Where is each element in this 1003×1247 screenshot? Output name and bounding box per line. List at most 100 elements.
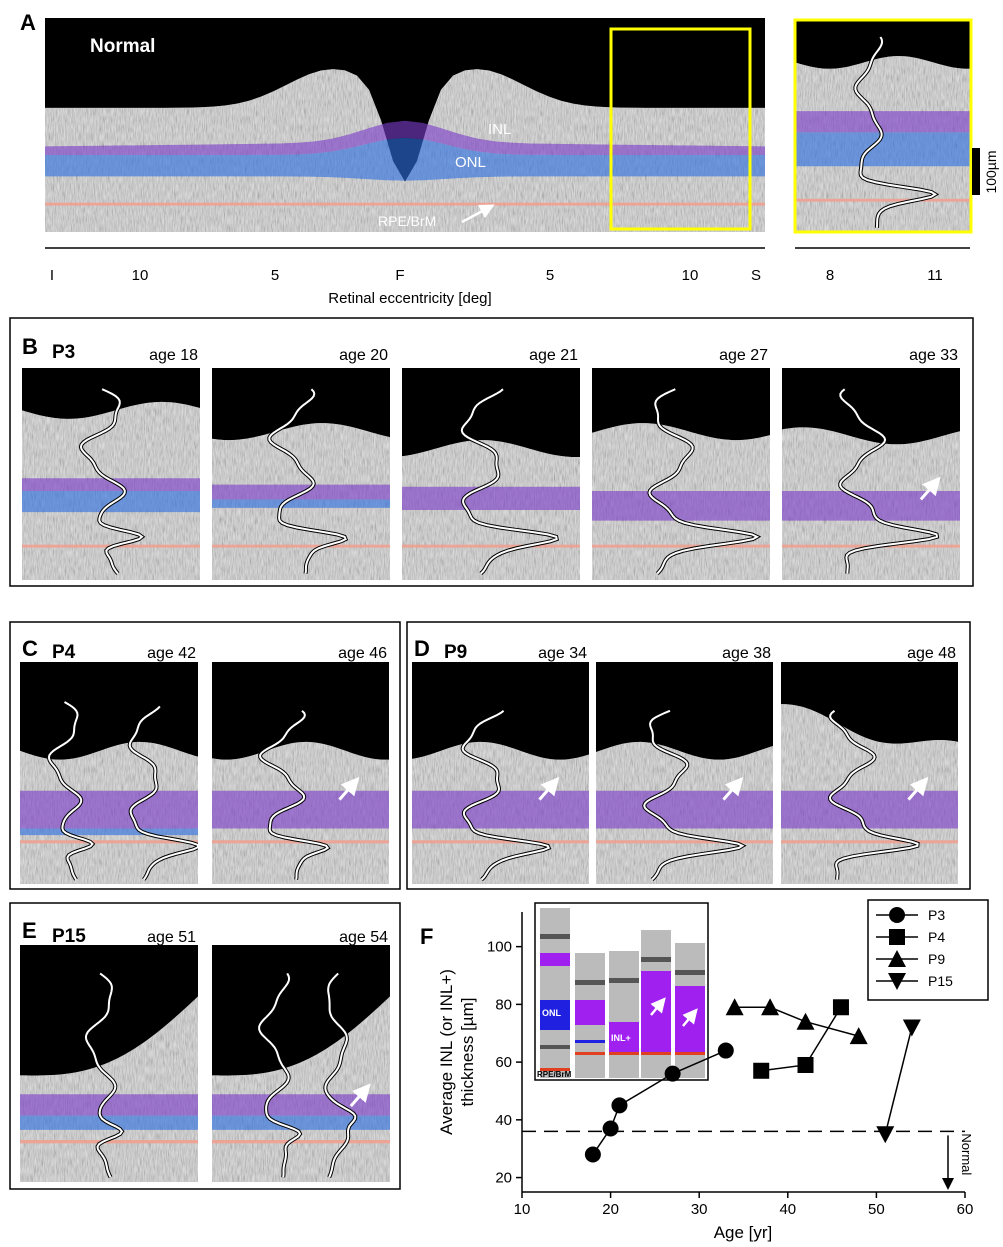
x-tick-label: 60	[957, 1201, 974, 1218]
layer	[592, 545, 770, 548]
y-tick-label: 60	[495, 1054, 512, 1071]
legend-label: P3	[928, 907, 945, 923]
figure: A Normal INL ONL RPE/BrM Retinal eccentr…	[0, 0, 1003, 1247]
layer	[795, 111, 971, 132]
reference-label: Normal	[959, 1133, 974, 1175]
layer-label: INL	[488, 121, 511, 138]
x-tick-label: 8	[826, 267, 834, 284]
age-label: age 18	[149, 347, 198, 364]
age-label: age 51	[147, 929, 196, 946]
patient-label: P15	[52, 926, 86, 947]
layer	[402, 487, 580, 510]
marker	[753, 1063, 769, 1079]
marker	[611, 1097, 627, 1113]
layer	[212, 545, 390, 548]
inset	[535, 903, 708, 1080]
panel-label: F	[420, 924, 433, 949]
y-tick-label: 80	[495, 996, 512, 1013]
oct-image	[212, 368, 390, 580]
oct-image	[596, 662, 773, 884]
x-tick-label: 20	[602, 1201, 619, 1218]
layer	[781, 791, 958, 829]
x-tick-label: 11	[927, 267, 943, 284]
age-label: age 46	[338, 645, 387, 662]
layer	[596, 840, 773, 843]
marker	[798, 1057, 814, 1073]
oct-image	[20, 662, 198, 884]
image-label: Normal	[90, 36, 155, 57]
x-tick-label: 30	[691, 1201, 708, 1218]
inset-label: INL+	[611, 1033, 631, 1043]
oct-image	[20, 945, 198, 1182]
layer	[402, 545, 580, 548]
x-tick-label: 10	[682, 267, 699, 284]
layer	[412, 791, 589, 829]
layer	[212, 499, 390, 507]
y-tick-label: 40	[495, 1112, 512, 1129]
y-tick-label: 20	[495, 1170, 512, 1187]
layer	[212, 791, 389, 829]
patient-label: P4	[52, 642, 76, 663]
x-tick-label: 40	[779, 1201, 796, 1218]
oct-image	[212, 945, 390, 1182]
panel-label: C	[22, 636, 38, 661]
marker	[718, 1043, 734, 1059]
axis-title: Retinal eccentricity [deg]	[328, 290, 491, 307]
panel-label: E	[22, 918, 37, 943]
legend-label: P9	[928, 951, 945, 967]
oct-image	[782, 368, 960, 580]
panel-label: A	[20, 10, 36, 35]
age-label: age 38	[722, 645, 771, 662]
oct-image	[795, 20, 971, 232]
layer	[20, 829, 198, 836]
age-label: age 21	[529, 347, 578, 364]
panel-label: B	[22, 334, 38, 359]
layer	[795, 199, 971, 202]
scale-label: 100µm	[983, 150, 999, 193]
oct-image	[22, 368, 200, 580]
age-label: age 27	[719, 347, 768, 364]
layer	[592, 491, 770, 521]
x-tick-label: S	[751, 267, 761, 284]
x-axis-title: Age [yr]	[714, 1223, 773, 1242]
inset-label: ONL	[542, 1008, 562, 1018]
age-label: age 33	[909, 347, 958, 364]
age-label: age 48	[907, 645, 956, 662]
layer	[45, 203, 765, 206]
legend-label: P4	[928, 929, 945, 945]
layer	[212, 1116, 390, 1130]
age-label: age 34	[538, 645, 587, 662]
layer	[781, 840, 958, 843]
y-axis-title: thickness [µm]	[458, 998, 477, 1107]
layer	[212, 1140, 390, 1143]
x-tick-label: 5	[271, 267, 279, 284]
x-tick-label: 5	[546, 267, 554, 284]
marker	[665, 1066, 681, 1082]
x-tick-label: I	[50, 267, 54, 284]
x-tick-label: 10	[132, 267, 149, 284]
inset-label: RPE/BrM	[537, 1070, 572, 1079]
layer-label: RPE/BrM	[378, 213, 436, 229]
layer-label: ONL	[455, 154, 486, 171]
marker	[850, 1027, 868, 1044]
oct-image	[592, 368, 770, 580]
oct-image	[781, 662, 958, 884]
layer	[212, 1094, 390, 1115]
marker	[889, 907, 905, 923]
oct-image	[412, 662, 589, 884]
oct-image	[212, 662, 389, 884]
marker	[876, 1126, 894, 1143]
y-axis-title: Average INL (or INL+)	[437, 969, 456, 1135]
legend-label: P15	[928, 973, 953, 989]
patient-label: P3	[52, 342, 75, 363]
x-tick-label: 50	[868, 1201, 885, 1218]
x-tick-label: F	[395, 267, 404, 284]
oct-image	[402, 368, 580, 580]
layer	[412, 840, 589, 843]
marker	[603, 1120, 619, 1136]
layer	[20, 791, 198, 829]
marker	[833, 999, 849, 1015]
age-label: age 42	[147, 645, 196, 662]
age-label: age 54	[339, 929, 388, 946]
age-label: age 20	[339, 347, 388, 364]
